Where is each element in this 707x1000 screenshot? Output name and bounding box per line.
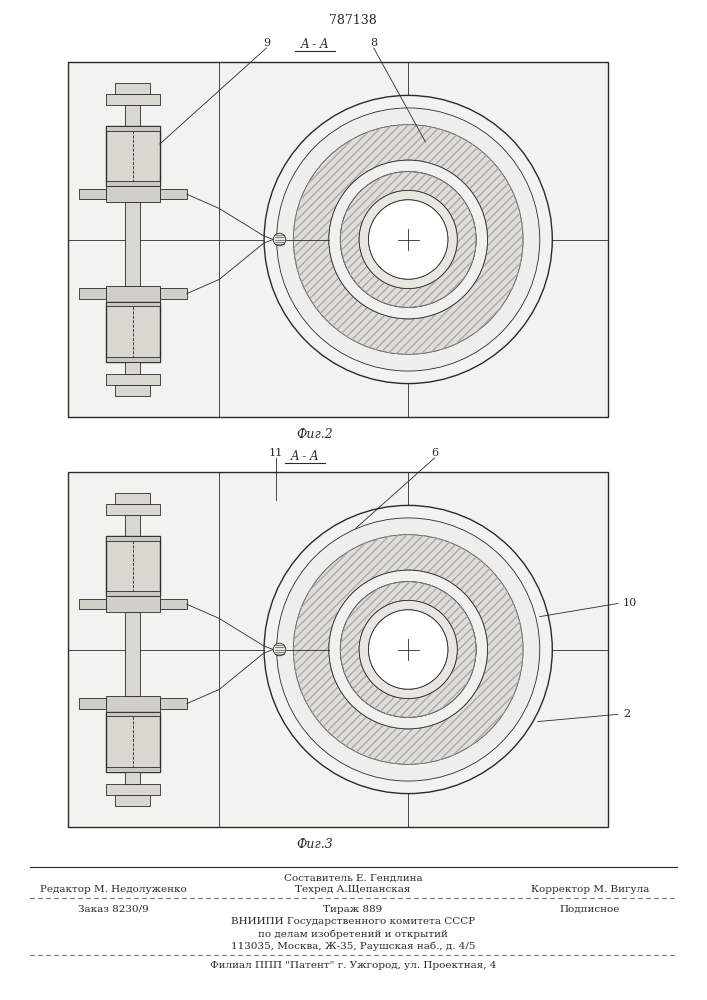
Bar — [106, 591, 160, 596]
Text: 787138: 787138 — [329, 13, 377, 26]
Bar — [106, 536, 160, 596]
Wedge shape — [359, 600, 457, 699]
Text: Заказ 8230/9: Заказ 8230/9 — [78, 904, 148, 914]
Text: Редактор М. Недолуженко: Редактор М. Недолуженко — [40, 884, 187, 894]
Wedge shape — [340, 172, 476, 307]
Circle shape — [276, 518, 539, 781]
Bar — [125, 772, 141, 784]
Wedge shape — [293, 535, 523, 764]
Bar — [106, 302, 160, 362]
Text: Тираж 889: Тираж 889 — [323, 904, 382, 914]
Bar — [78, 189, 106, 199]
Text: 8: 8 — [370, 38, 378, 48]
Bar — [106, 126, 160, 131]
Text: 2: 2 — [623, 709, 630, 719]
Circle shape — [264, 505, 552, 794]
Bar — [115, 795, 151, 806]
Bar — [125, 362, 141, 374]
Bar — [106, 784, 160, 795]
Text: 6: 6 — [431, 448, 438, 458]
Wedge shape — [329, 570, 488, 729]
Circle shape — [368, 200, 448, 279]
Bar — [78, 698, 106, 709]
Bar — [125, 515, 141, 536]
Wedge shape — [293, 125, 523, 354]
Bar — [106, 696, 160, 712]
Bar — [106, 712, 160, 772]
Bar — [160, 288, 187, 299]
Text: Составитель Е. Гендлина: Составитель Е. Гендлина — [284, 874, 422, 882]
Bar — [160, 599, 187, 609]
Text: Филиал ППП "Патент" г. Ужгород, ул. Проектная, 4: Филиал ППП "Патент" г. Ужгород, ул. Прое… — [210, 962, 496, 970]
Wedge shape — [340, 582, 476, 717]
Text: по делам изобретений и открытий: по делам изобретений и открытий — [258, 929, 448, 939]
Bar — [106, 286, 160, 302]
Bar — [160, 189, 187, 199]
Bar — [68, 62, 608, 417]
Circle shape — [264, 95, 552, 384]
Text: 113035, Москва, Ж-35, Раушская наб., д. 4/5: 113035, Москва, Ж-35, Раушская наб., д. … — [230, 941, 475, 951]
Circle shape — [368, 610, 448, 689]
Text: A - A: A - A — [291, 450, 320, 464]
Bar — [160, 698, 187, 709]
Bar — [125, 612, 141, 696]
Bar — [106, 504, 160, 515]
Text: Подписное: Подписное — [560, 904, 620, 914]
Text: 10: 10 — [623, 598, 637, 608]
Bar — [68, 472, 608, 827]
Bar — [115, 83, 151, 94]
Bar — [115, 493, 151, 504]
Circle shape — [273, 643, 286, 656]
Bar — [106, 374, 160, 385]
Text: Фиг.2: Фиг.2 — [297, 428, 334, 442]
Text: ВНИИПИ Государственного комитета СССР: ВНИИПИ Государственного комитета СССР — [231, 918, 475, 926]
Wedge shape — [359, 190, 457, 289]
Text: 11: 11 — [269, 448, 283, 458]
Text: 9: 9 — [263, 38, 270, 48]
Bar — [125, 202, 141, 286]
Bar — [106, 186, 160, 202]
Bar — [115, 385, 151, 396]
Bar — [106, 767, 160, 772]
Bar — [78, 599, 106, 609]
Bar — [106, 596, 160, 612]
Text: Техред А.Щепанская: Техред А.Щепанская — [296, 884, 411, 894]
Text: A - A: A - A — [300, 38, 329, 51]
Bar — [78, 288, 106, 299]
Wedge shape — [329, 160, 488, 319]
Circle shape — [273, 233, 286, 246]
Bar — [106, 302, 160, 306]
Bar — [106, 536, 160, 541]
Text: Корректор М. Вигула: Корректор М. Вигула — [531, 884, 649, 894]
Bar — [106, 126, 160, 186]
Bar — [106, 712, 160, 716]
Bar — [106, 357, 160, 362]
Bar — [106, 181, 160, 186]
Bar — [125, 105, 141, 126]
Bar — [106, 94, 160, 105]
Text: Фиг.3: Фиг.3 — [297, 838, 334, 852]
Circle shape — [276, 108, 539, 371]
